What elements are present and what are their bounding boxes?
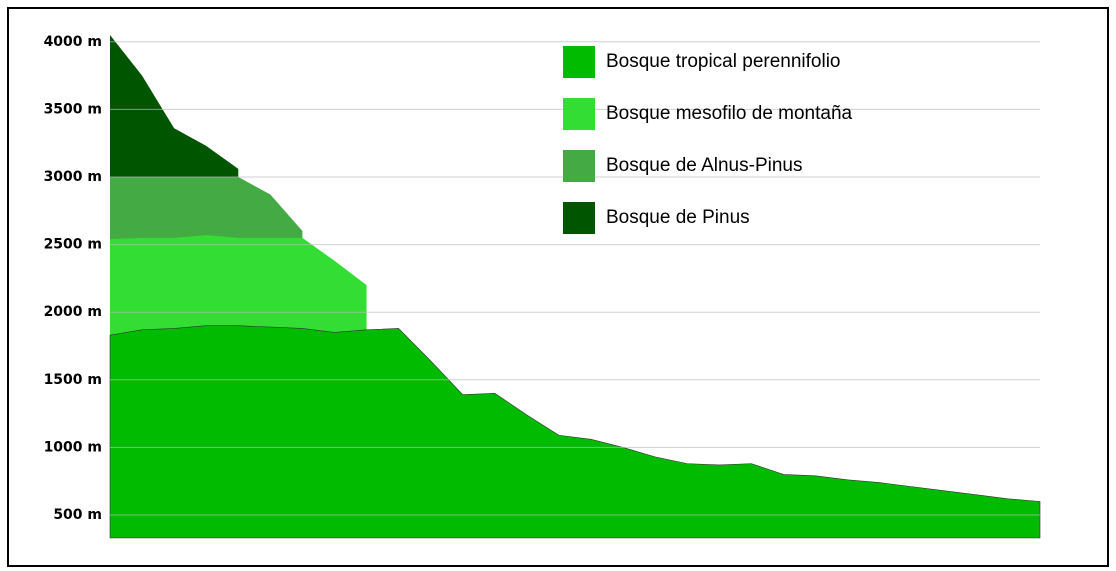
legend-swatch	[563, 98, 595, 130]
area	[109, 325, 1041, 539]
y-tick-label: 2500 m	[44, 237, 102, 253]
y-tick-label: 1500 m	[44, 372, 102, 388]
legend-swatch	[563, 46, 595, 78]
legend-swatch	[563, 202, 595, 234]
y-tick-label: 500 m	[53, 507, 102, 523]
legend-label: Bosque de Pinus	[606, 207, 750, 228]
y-tick-label: 1000 m	[44, 439, 102, 455]
legend-swatch	[563, 150, 595, 182]
y-tick-label: 4000 m	[44, 34, 102, 50]
legend-label: Bosque de Alnus-Pinus	[606, 155, 802, 176]
legend-label: Bosque tropical perennifolio	[606, 51, 841, 72]
y-tick-label: 3500 m	[44, 101, 102, 117]
y-tick-label: 2000 m	[44, 304, 102, 320]
y-tick-label: 3000 m	[44, 169, 102, 185]
legend-label: Bosque mesofilo de montaña	[606, 103, 853, 124]
